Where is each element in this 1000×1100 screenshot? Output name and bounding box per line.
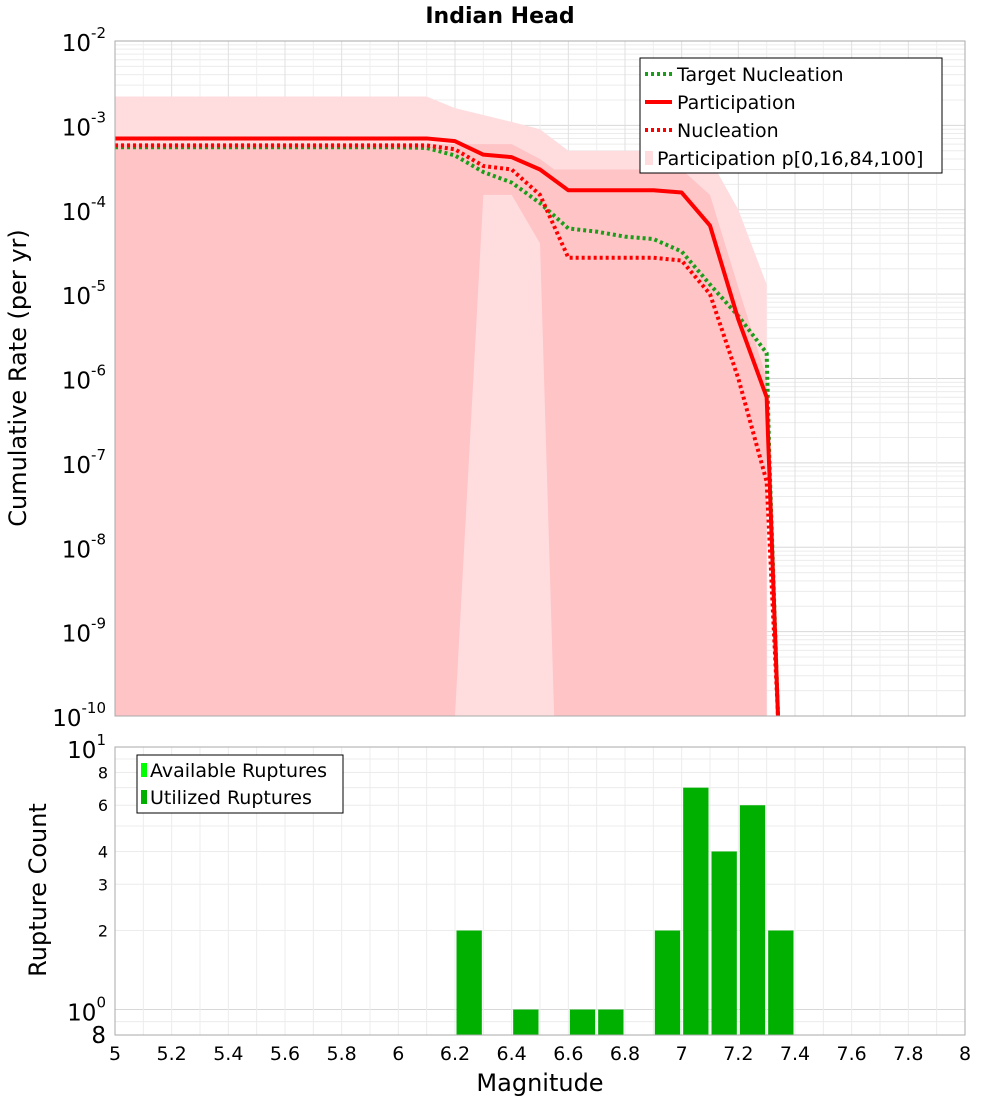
- x-tick-label: 6.6: [553, 1043, 583, 1065]
- legend-swatch-3: [645, 151, 653, 165]
- x-tick-label: 7.4: [780, 1043, 810, 1065]
- y-tick-exponent: -2: [91, 24, 106, 42]
- y-tick-exponent: -9: [91, 615, 106, 633]
- y-tick-exponent: -3: [91, 108, 106, 126]
- y-tick-base: 10: [67, 738, 96, 764]
- rupture-bar: [683, 787, 709, 1035]
- y-tick-base: 10: [52, 706, 81, 732]
- bottom-legend-swatch-0: [141, 763, 147, 777]
- y-tick-base: 10: [62, 453, 91, 479]
- rupture-bar: [456, 930, 482, 1035]
- legend-label-1: Participation: [677, 92, 796, 114]
- y-tick-base: 10: [62, 200, 91, 226]
- x-tick-label: 7.2: [723, 1043, 753, 1065]
- series-line-1: [115, 136, 780, 717]
- top-y-tick-label: 10-5: [62, 277, 106, 310]
- y-tick-exponent: -6: [91, 362, 106, 380]
- y-tick-base: 10: [62, 369, 91, 395]
- bottom-plot-frame: [114, 746, 966, 1036]
- bottom-y-tick-label: 101: [67, 731, 106, 764]
- y-tick-base: 10: [62, 31, 91, 57]
- bottom-y-tick-label: 8: [98, 763, 108, 782]
- x-tick-label: 5.4: [213, 1043, 243, 1065]
- bottom-y-tick-label: 4: [98, 842, 108, 861]
- rate-plot: 10-210-310-410-510-610-710-810-910-10Tar…: [52, 24, 966, 732]
- y-tick-base: 10: [62, 115, 91, 141]
- bottom-y-axis-label: Rupture Count: [24, 803, 52, 977]
- x-axis-label: Magnitude: [476, 1069, 603, 1097]
- y-tick-exponent: -4: [91, 193, 106, 211]
- x-tick-label: 7: [676, 1043, 688, 1065]
- x-tick-label: 5.6: [270, 1043, 300, 1065]
- bottom-legend-box: [136, 754, 344, 814]
- y-tick-exponent: 1: [96, 731, 106, 749]
- y-tick-exponent: 0: [96, 994, 106, 1012]
- legend-box: [639, 57, 943, 174]
- top-y-tick-label: 10-7: [62, 446, 106, 479]
- x-tick-label: 7.8: [893, 1043, 923, 1065]
- top-y-tick-label: 10-6: [62, 362, 106, 395]
- chart-title: Indian Head: [425, 4, 574, 29]
- bottom-legend-label-0: Available Ruptures: [150, 760, 327, 782]
- bottom-y-tick-label: 6: [98, 796, 108, 815]
- x-tick-label: 5.8: [327, 1043, 357, 1065]
- rupture-bar: [598, 1009, 624, 1035]
- x-tick-label: 5: [109, 1043, 121, 1065]
- bottom-y-tick-label: 100: [67, 994, 106, 1027]
- rupture-bar: [513, 1009, 539, 1035]
- top-plot-frame: [114, 40, 966, 717]
- x-tick-label: 7.6: [837, 1043, 867, 1065]
- top-y-tick-label: 10-2: [62, 24, 106, 57]
- x-tick-label: 6.4: [497, 1043, 527, 1065]
- x-tick-label: 6: [392, 1043, 404, 1065]
- legend-label-0: Target Nucleation: [676, 64, 844, 86]
- band-1: [115, 144, 767, 716]
- y-tick-base: 10: [62, 284, 91, 310]
- x-tick-label: 5.2: [157, 1043, 187, 1065]
- rupture-bar: [768, 930, 794, 1035]
- bottom-legend: Available Ruptures Utilized Ruptures: [136, 754, 344, 814]
- top-y-tick-label: 10-10: [52, 699, 106, 732]
- legend-label-2: Nucleation: [677, 120, 779, 142]
- bottom-y-tick-label: 2: [98, 922, 108, 941]
- rupture-bar: [739, 805, 766, 1035]
- bottom-y-tick-label: 3: [98, 875, 108, 894]
- bottom-legend-swatch-1: [141, 790, 147, 804]
- bottom-y-tick-label: 8: [91, 1023, 106, 1049]
- legend-label-3: Participation p[0,16,84,100]: [657, 148, 923, 170]
- y-tick-base: 10: [62, 537, 91, 563]
- x-tick-label: 6.2: [440, 1043, 470, 1065]
- top-y-tick-label: 10-4: [62, 193, 106, 226]
- y-tick-base: 10: [62, 622, 91, 648]
- bottom-legend-label-1: Utilized Ruptures: [150, 787, 312, 809]
- rupture-bar: [569, 1009, 596, 1035]
- y-tick-exponent: -7: [91, 446, 106, 464]
- y-tick-exponent: -8: [91, 530, 106, 548]
- y-tick-base: 10: [67, 1001, 96, 1027]
- y-tick-exponent: -10: [82, 699, 107, 717]
- x-tick-label: 6.8: [610, 1043, 640, 1065]
- top-y-axis-label: Cumulative Rate (per yr): [4, 229, 32, 527]
- top-y-tick-label: 10-3: [62, 108, 106, 141]
- top-y-tick-label: 10-9: [62, 615, 106, 648]
- x-tick-label: 8: [959, 1043, 971, 1065]
- top-y-tick-label: 10-8: [62, 530, 106, 563]
- y-tick-exponent: -5: [91, 277, 106, 295]
- rupture-bar: [654, 930, 681, 1035]
- rupture-bar: [711, 851, 737, 1035]
- top-legend: Target Nucleation Participation Nucleation…: [639, 57, 943, 174]
